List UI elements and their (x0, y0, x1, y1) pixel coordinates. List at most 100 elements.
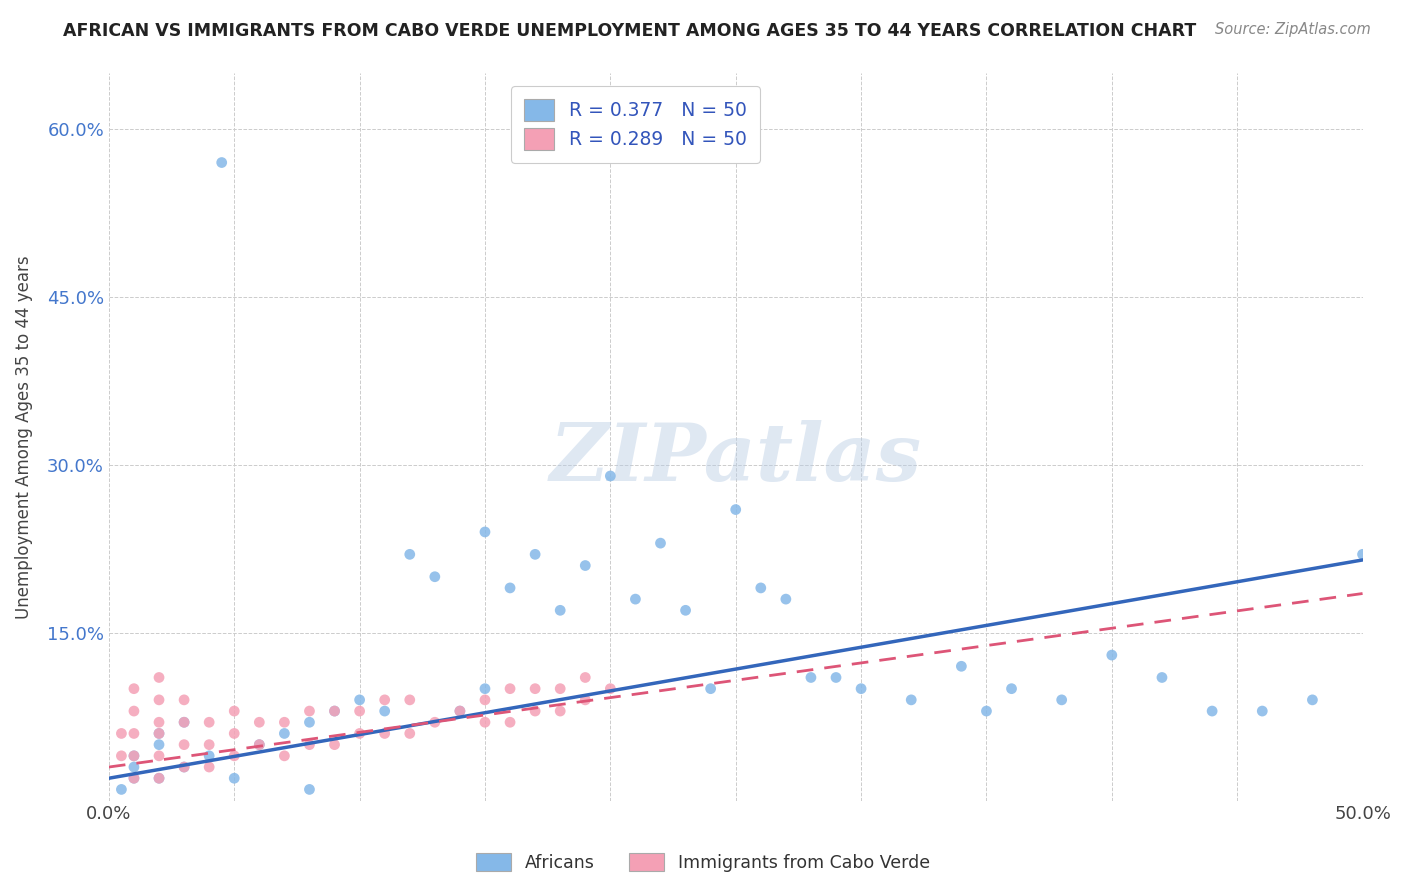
Point (599, 469, 621, 483)
Point (374, 693, 396, 707)
Point (224, 748, 246, 763)
Text: Source: ZipAtlas.com: Source: ZipAtlas.com (1215, 22, 1371, 37)
Point (499, 681, 522, 696)
Point (173, 760, 195, 774)
Point (599, 681, 621, 696)
Point (449, 704, 471, 718)
Point (148, 738, 170, 752)
Point (374, 704, 396, 718)
Point (273, 748, 295, 763)
Point (110, 748, 132, 763)
Point (825, 671, 848, 685)
Point (247, 738, 270, 752)
Point (749, 581, 772, 595)
Point (449, 704, 471, 718)
Point (298, 738, 321, 752)
Point (474, 715, 496, 730)
Point (349, 693, 371, 707)
Point (198, 738, 221, 752)
Point (148, 726, 170, 740)
Point (122, 748, 145, 763)
Point (224, 771, 246, 785)
Point (548, 704, 571, 718)
Point (122, 704, 145, 718)
Point (624, 592, 647, 607)
Point (173, 715, 195, 730)
Point (950, 659, 973, 673)
Legend: Africans, Immigrants from Cabo Verde: Africans, Immigrants from Cabo Verde (470, 847, 936, 879)
Point (148, 771, 170, 785)
Point (675, 603, 697, 617)
Point (1000, 681, 1022, 696)
Point (247, 738, 270, 752)
Point (110, 782, 132, 797)
Point (349, 704, 371, 718)
Point (323, 704, 346, 718)
Point (548, 681, 571, 696)
Point (122, 760, 145, 774)
Point (398, 726, 420, 740)
Point (1201, 704, 1223, 718)
Text: AFRICAN VS IMMIGRANTS FROM CABO VERDE UNEMPLOYMENT AMONG AGES 35 TO 44 YEARS COR: AFRICAN VS IMMIGRANTS FROM CABO VERDE UN… (63, 22, 1197, 40)
Point (148, 693, 170, 707)
Point (524, 681, 547, 696)
Point (650, 536, 672, 550)
Point (148, 671, 170, 685)
Point (211, 155, 233, 169)
Point (122, 681, 145, 696)
Point (273, 715, 295, 730)
Text: ZIPatlas: ZIPatlas (550, 420, 922, 498)
Point (398, 547, 420, 561)
Point (574, 671, 596, 685)
Point (1050, 693, 1073, 707)
Point (423, 715, 446, 730)
Point (122, 771, 145, 785)
Point (173, 693, 195, 707)
Point (1351, 547, 1374, 561)
Point (775, 592, 797, 607)
Legend: R = 0.377   N = 50, R = 0.289   N = 50: R = 0.377 N = 50, R = 0.289 N = 50 (510, 86, 761, 163)
Point (323, 738, 346, 752)
Point (474, 524, 496, 539)
Point (849, 681, 872, 696)
Point (524, 547, 547, 561)
Point (499, 581, 522, 595)
Point (173, 715, 195, 730)
Point (198, 748, 221, 763)
Point (574, 693, 596, 707)
Point (1150, 671, 1173, 685)
Point (110, 726, 132, 740)
Point (398, 693, 420, 707)
Point (423, 570, 446, 584)
Point (148, 771, 170, 785)
Point (574, 558, 596, 573)
Point (198, 715, 221, 730)
Point (323, 704, 346, 718)
Point (247, 715, 270, 730)
Point (122, 748, 145, 763)
Point (298, 704, 321, 718)
Point (173, 760, 195, 774)
Point (298, 715, 321, 730)
Point (800, 671, 823, 685)
Point (122, 726, 145, 740)
Point (499, 715, 522, 730)
Point (148, 726, 170, 740)
Point (1101, 648, 1123, 662)
Point (374, 726, 396, 740)
Point (273, 726, 295, 740)
Point (1301, 693, 1323, 707)
Point (474, 693, 496, 707)
Point (548, 603, 571, 617)
Point (349, 726, 371, 740)
Point (900, 693, 922, 707)
Point (524, 704, 547, 718)
Point (173, 738, 195, 752)
Point (148, 748, 170, 763)
Point (1251, 704, 1274, 718)
Y-axis label: Unemployment Among Ages 35 to 44 years: Unemployment Among Ages 35 to 44 years (15, 255, 32, 619)
Point (198, 760, 221, 774)
Point (976, 704, 998, 718)
Point (224, 704, 246, 718)
Point (699, 681, 721, 696)
